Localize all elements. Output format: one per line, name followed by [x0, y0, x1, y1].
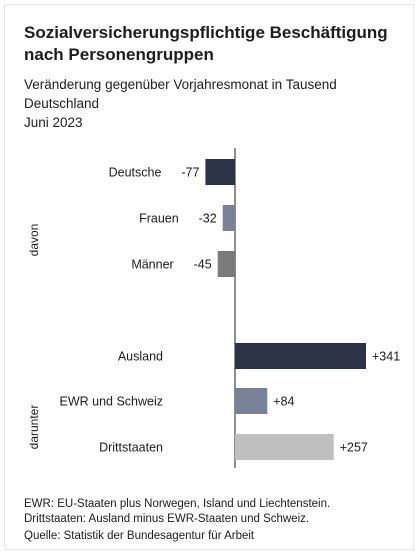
- bar-2: [222, 205, 235, 231]
- footnote-source: Quelle: Statistik der Bundesagentur für …: [24, 530, 255, 542]
- category-label-2: Frauen: [139, 212, 179, 226]
- value-label-4: +341: [372, 350, 400, 364]
- chart-frame: [4, 4, 414, 550]
- value-label-1: -77: [181, 166, 199, 180]
- group-label-davon: davon: [27, 224, 41, 257]
- chart-subtitle: Veränderung gegenüber Vorjahresmonat in …: [24, 77, 337, 92]
- category-label-1: Deutsche: [109, 166, 162, 180]
- bar-3: [217, 251, 235, 277]
- group-label-darunter: darunter: [27, 405, 41, 450]
- category-label-3: Männer: [131, 258, 173, 272]
- category-label-4: Ausland: [118, 350, 163, 364]
- bar-5: [235, 388, 268, 414]
- footnote-ewr: EWR: EU-Staaten plus Norwegen, Island un…: [24, 498, 331, 510]
- value-label-2: -32: [199, 212, 217, 226]
- value-label-5: +84: [273, 395, 294, 409]
- bar-6: [235, 434, 334, 460]
- category-label-6: Drittstaaten: [99, 441, 163, 455]
- value-label-3: -45: [194, 258, 212, 272]
- bar-1: [205, 159, 235, 185]
- chart-region: Deutschland: [24, 96, 100, 111]
- bar-4: [235, 343, 366, 369]
- category-label-5: EWR und Schweiz: [59, 395, 163, 409]
- chart-period: Juni 2023: [24, 115, 83, 130]
- value-label-6: +257: [340, 441, 368, 455]
- footnote-drittstaaten: Drittstaaten: Ausland minus EWR-Staaten …: [24, 513, 310, 525]
- chart-title: Sozialversicherungspflichtige Beschäftig…: [24, 23, 388, 64]
